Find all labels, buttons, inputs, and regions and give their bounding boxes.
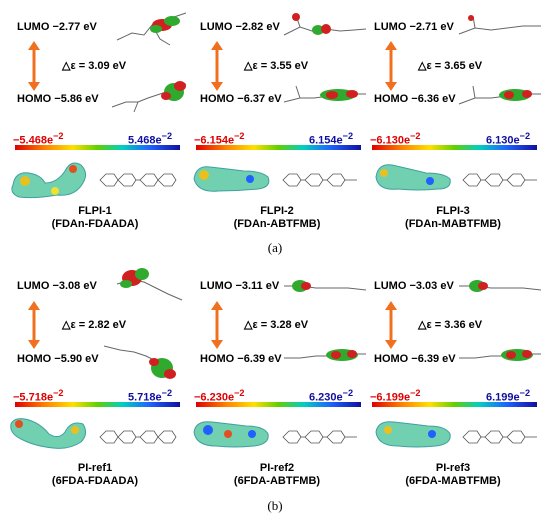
chemical-structure-image (99, 430, 177, 444)
lumo-orbital-image (116, 268, 183, 301)
colorbar-max-label: 6.230e−2 (309, 388, 354, 404)
homo-label: HOMO −6.37 eV (200, 93, 282, 105)
colorbar-min-label: −6.199e−2 (370, 388, 421, 404)
lumo-label: LUMO −2.82 eV (200, 21, 280, 33)
energy-gap-arrow (385, 301, 397, 349)
homo-orbital-image (283, 85, 366, 103)
energy-gap-arrow (28, 301, 40, 349)
homo-orbital-image (111, 81, 187, 113)
homo-label: HOMO −6.39 eV (200, 353, 282, 365)
lumo-label: LUMO −2.77 eV (17, 21, 97, 33)
colorbar-max-label: 6.199e−2 (486, 388, 531, 404)
homo-orbital-image (103, 345, 176, 379)
homo-orbital-image (459, 349, 541, 361)
esp-colorbar (15, 145, 180, 150)
chemical-structure-image (282, 430, 357, 444)
esp-surface-image (11, 162, 87, 199)
lumo-orbital-image (284, 280, 367, 292)
panel-b: LUMO −3.08 eV △ε = 2.82 eV HOMO −5.90 eV… (0, 262, 550, 524)
energy-gap-label: △ε = 3.65 eV (418, 60, 483, 72)
energy-gap-arrow (28, 41, 40, 91)
colorbar-min-label: −5.718e−2 (13, 388, 64, 404)
esp-colorbar (372, 402, 537, 407)
esp-surface-image (193, 166, 270, 192)
colorbar-max-label: 6.130e−2 (486, 131, 531, 147)
homo-label: HOMO −6.36 eV (374, 93, 456, 105)
energy-gap-arrow (211, 41, 223, 91)
esp-surface-image (10, 418, 87, 449)
esp-colorbar (196, 145, 361, 150)
lumo-label: LUMO −3.03 eV (374, 280, 454, 292)
lumo-orbital-image (458, 15, 541, 35)
homo-label: HOMO −5.90 eV (17, 353, 99, 365)
chemical-structure-image (99, 173, 177, 187)
energy-gap-label: △ε = 2.82 eV (62, 319, 127, 331)
esp-colorbar (196, 402, 361, 407)
colorbar-max-label: 5.468e−2 (128, 131, 173, 147)
colorbar-max-label: 6.154e−2 (309, 131, 354, 147)
molecule-name: FLPI-3 (FDAn-MABTFMB) (405, 205, 501, 230)
colorbar-max-label: 5.718e−2 (128, 388, 173, 404)
homo-orbital-image (458, 85, 541, 105)
colorbar-min-label: −6.230e−2 (194, 388, 245, 404)
colorbar-min-label: −6.130e−2 (370, 131, 421, 147)
energy-gap-arrow (385, 41, 397, 91)
chemical-structure-image (462, 173, 537, 187)
lumo-orbital-image (283, 13, 367, 36)
panel-label: (a) (267, 240, 283, 255)
homo-orbital-image (284, 349, 366, 361)
esp-surface-image (375, 164, 451, 191)
chemical-structure-image (282, 173, 357, 187)
homo-label: HOMO −5.86 eV (17, 93, 99, 105)
molecule-name: PI-ref1 (6FDA-FDAADA) (51, 462, 139, 487)
esp-colorbar (372, 145, 537, 150)
chemical-structure-image (462, 430, 537, 444)
molecule-name: PI-ref2 (6FDA-ABTFMB) (233, 462, 321, 487)
molecule-name: PI-ref3 (6FDA-MABTFMB) (405, 462, 501, 487)
panel-a: LUMO −2.77 eV △ε = 3.09 eV HOMO −5.86 eV… (11, 12, 541, 255)
homo-label: HOMO −6.39 eV (374, 353, 456, 365)
energy-gap-label: △ε = 3.36 eV (418, 319, 483, 331)
lumo-label: LUMO −3.11 eV (200, 280, 280, 292)
energy-gap-label: △ε = 3.28 eV (244, 319, 309, 331)
energy-gap-arrow (211, 301, 223, 349)
molecule-name: FLPI-1 (FDAn-FDAADA) (51, 205, 139, 230)
molecule-name: FLPI-2 (FDAn-ABTFMB) (233, 205, 321, 230)
lumo-label: LUMO −2.71 eV (374, 21, 454, 33)
colorbar-min-label: −5.468e−2 (13, 131, 64, 147)
energy-gap-label: △ε = 3.09 eV (62, 60, 127, 72)
colorbar-min-label: −6.154e−2 (194, 131, 245, 147)
lumo-orbital-image (459, 280, 542, 292)
esp-surface-image (375, 421, 451, 448)
energy-gap-label: △ε = 3.55 eV (244, 60, 309, 72)
esp-colorbar (15, 402, 180, 407)
panel-label: (b) (267, 498, 283, 513)
esp-surface-image (193, 421, 269, 448)
lumo-label: LUMO −3.08 eV (17, 280, 97, 292)
lumo-orbital-image (116, 12, 187, 46)
